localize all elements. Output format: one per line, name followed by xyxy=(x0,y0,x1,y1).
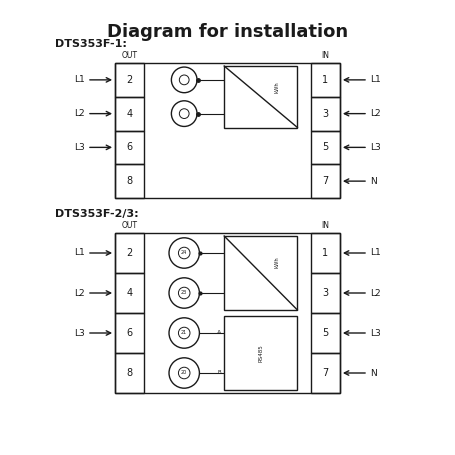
Text: 1: 1 xyxy=(322,248,328,258)
Text: OUT: OUT xyxy=(121,221,137,230)
Text: 5: 5 xyxy=(322,328,328,338)
Text: 4: 4 xyxy=(126,109,132,119)
Text: 8: 8 xyxy=(126,368,132,378)
Bar xyxy=(310,164,339,198)
Bar xyxy=(224,66,297,127)
Text: 24: 24 xyxy=(181,251,187,256)
Text: 3: 3 xyxy=(322,109,328,119)
Text: L1: L1 xyxy=(74,76,85,84)
Bar xyxy=(115,97,144,131)
Text: RS485: RS485 xyxy=(258,344,263,362)
Text: 2: 2 xyxy=(126,75,132,85)
Text: L2: L2 xyxy=(369,109,380,118)
Bar xyxy=(224,236,297,310)
Text: L2: L2 xyxy=(74,288,85,298)
Circle shape xyxy=(169,278,199,308)
Bar xyxy=(115,131,144,164)
Text: 5: 5 xyxy=(322,142,328,152)
Text: 20: 20 xyxy=(181,370,187,375)
Text: L3: L3 xyxy=(74,143,85,152)
Text: 1: 1 xyxy=(322,75,328,85)
Circle shape xyxy=(169,238,199,268)
Text: 7: 7 xyxy=(322,368,328,378)
Text: 4: 4 xyxy=(126,288,132,298)
Text: L2: L2 xyxy=(369,288,380,298)
Text: 8: 8 xyxy=(126,176,132,186)
Bar xyxy=(115,233,144,273)
Text: A: A xyxy=(217,330,221,335)
Circle shape xyxy=(169,318,199,348)
Bar xyxy=(115,233,339,393)
Text: 3: 3 xyxy=(322,288,328,298)
Bar xyxy=(115,353,144,393)
Bar xyxy=(115,164,144,198)
Text: L3: L3 xyxy=(74,329,85,338)
Text: 6: 6 xyxy=(126,328,132,338)
Text: N: N xyxy=(369,369,376,378)
Text: 7: 7 xyxy=(322,176,328,186)
Bar xyxy=(115,63,339,198)
Circle shape xyxy=(179,109,189,118)
Text: L1: L1 xyxy=(369,248,380,258)
Text: L2: L2 xyxy=(74,109,85,118)
Text: L3: L3 xyxy=(369,329,380,338)
Bar xyxy=(115,313,144,353)
Circle shape xyxy=(178,287,190,299)
Text: L1: L1 xyxy=(369,76,380,84)
Bar xyxy=(115,63,144,97)
Bar xyxy=(310,63,339,97)
Text: DTS353F-1:: DTS353F-1: xyxy=(55,39,126,49)
Text: 6: 6 xyxy=(126,142,132,152)
Circle shape xyxy=(179,75,189,85)
Bar xyxy=(310,131,339,164)
Text: kWh: kWh xyxy=(274,81,279,93)
Circle shape xyxy=(178,327,190,339)
Text: 21: 21 xyxy=(181,330,187,335)
Text: IN: IN xyxy=(321,51,329,60)
Text: 23: 23 xyxy=(181,290,187,295)
Circle shape xyxy=(178,367,190,379)
Bar xyxy=(310,313,339,353)
Bar xyxy=(310,97,339,131)
Circle shape xyxy=(171,67,197,93)
Bar xyxy=(310,233,339,273)
Circle shape xyxy=(178,247,190,259)
Text: L1: L1 xyxy=(74,248,85,258)
Circle shape xyxy=(169,358,199,388)
Text: OUT: OUT xyxy=(121,51,137,60)
Text: Diagram for installation: Diagram for installation xyxy=(107,23,348,41)
Text: DTS353F-2/3:: DTS353F-2/3: xyxy=(55,209,138,219)
Bar xyxy=(115,273,144,313)
Text: kWh: kWh xyxy=(274,256,279,268)
Bar xyxy=(310,353,339,393)
Bar xyxy=(224,316,297,390)
Text: 2: 2 xyxy=(126,248,132,258)
Text: N: N xyxy=(369,177,376,186)
Circle shape xyxy=(171,101,197,126)
Text: L3: L3 xyxy=(369,143,380,152)
Text: IN: IN xyxy=(321,221,329,230)
Bar xyxy=(310,273,339,313)
Text: B: B xyxy=(217,370,221,375)
